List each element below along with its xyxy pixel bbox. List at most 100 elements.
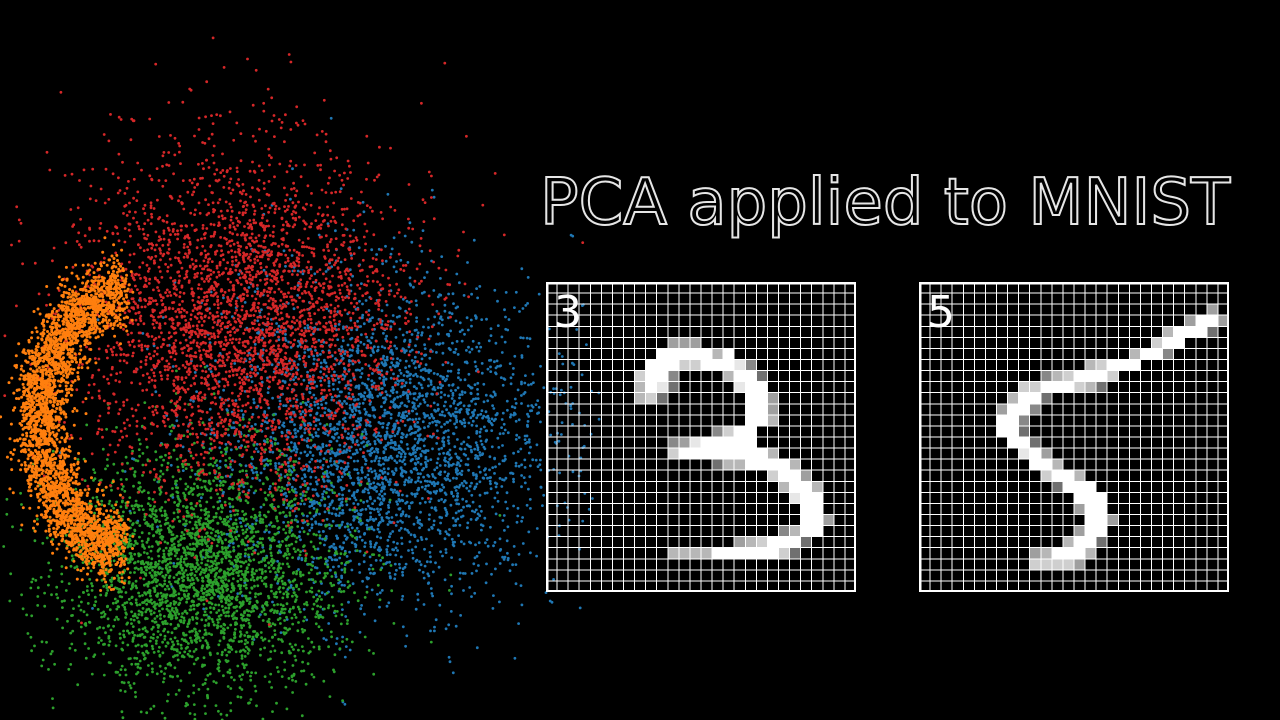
pixel-cell <box>667 359 679 371</box>
pixel-cell <box>800 481 812 493</box>
pixel-cell <box>1184 315 1196 327</box>
pixel-cell <box>678 448 690 460</box>
pixel-cell <box>1085 525 1097 537</box>
pixel-cell <box>1074 481 1086 493</box>
pixel-cell <box>667 448 679 460</box>
pixel-cell <box>778 536 790 548</box>
pixel-cell <box>1096 370 1108 382</box>
pixel-cell <box>634 370 646 382</box>
pixel-cell <box>1107 359 1119 371</box>
pixel-cell <box>1007 392 1019 404</box>
pixel-cell <box>712 348 724 360</box>
pixel-cell <box>689 547 701 559</box>
pixel-cell <box>656 370 668 382</box>
pixel-cell <box>811 481 823 493</box>
pixel-cell <box>1096 359 1108 371</box>
pixel-cell <box>1051 558 1063 570</box>
pixel-cell <box>1096 514 1108 526</box>
pixel-cell <box>667 381 679 393</box>
pixel-cell <box>811 503 823 515</box>
pixel-cell <box>778 525 790 537</box>
pixel-cell <box>689 448 701 460</box>
pixel-cell <box>1051 481 1063 493</box>
pixel-cell <box>1051 470 1063 482</box>
pixel-cell <box>789 481 801 493</box>
pixel-cell <box>734 437 746 449</box>
pixel-cell <box>1018 392 1030 404</box>
pixel-cell <box>656 348 668 360</box>
pixel-cell <box>756 381 768 393</box>
pixel-cell <box>634 381 646 393</box>
pixel-cell <box>1173 326 1185 338</box>
pixel-cell <box>1040 370 1052 382</box>
pixel-cell <box>656 381 668 393</box>
pixel-cell <box>678 348 690 360</box>
pixel-cell <box>1018 425 1030 437</box>
pixel-cell <box>767 414 779 426</box>
pixel-cell <box>1040 448 1052 460</box>
pixel-cell <box>1029 547 1041 559</box>
pixel-cell <box>789 525 801 537</box>
pixel-cell <box>1074 381 1086 393</box>
pixel-cell <box>778 481 790 493</box>
pixel-cell <box>1195 315 1207 327</box>
pixel-cell <box>734 359 746 371</box>
pixel-cell <box>1085 492 1097 504</box>
pixel-cell <box>678 437 690 449</box>
pixel-cell <box>811 514 823 526</box>
pixel-cell <box>634 392 646 404</box>
pixel-cell <box>1007 403 1019 415</box>
pixel-cell <box>1096 536 1108 548</box>
pixel-cell <box>778 547 790 559</box>
pixel-cell <box>1129 348 1141 360</box>
pixel-cell <box>1051 370 1063 382</box>
pixel-cell <box>996 425 1008 437</box>
pixel-cell <box>1007 425 1019 437</box>
pixel-cell <box>778 459 790 471</box>
pixel-cell <box>800 492 812 504</box>
pixel-cell <box>1074 525 1086 537</box>
pixel-cell <box>745 536 757 548</box>
pixel-cell <box>1062 536 1074 548</box>
pixel-cell <box>1118 359 1130 371</box>
pixel-cell <box>1040 547 1052 559</box>
pixel-cell <box>723 547 735 559</box>
pixel-cell <box>800 525 812 537</box>
pixel-cell <box>1085 536 1097 548</box>
pixel-cell <box>1029 381 1041 393</box>
pixel-cell <box>756 370 768 382</box>
pixel-cell <box>1151 348 1163 360</box>
pixel-cell <box>1140 348 1152 360</box>
pixel-cell <box>734 459 746 471</box>
pixel-cell <box>745 425 757 437</box>
pixel-cell <box>1074 370 1086 382</box>
pixel-cell <box>767 547 779 559</box>
pixel-cell <box>645 359 657 371</box>
pixel-cell <box>767 448 779 460</box>
pixel-cell <box>745 359 757 371</box>
pixel-cell <box>1173 337 1185 349</box>
pixel-cell <box>1107 514 1119 526</box>
pixel-cell <box>1085 514 1097 526</box>
pixel-cell <box>1029 403 1041 415</box>
pixel-cell <box>756 414 768 426</box>
pixel-cell <box>667 348 679 360</box>
pixel-cell <box>645 370 657 382</box>
pixel-cell <box>1195 326 1207 338</box>
pixel-cell <box>1096 381 1108 393</box>
page-title: PCA applied to MNIST <box>539 165 1231 241</box>
pixel-cell <box>1217 315 1229 327</box>
pixel-cell <box>1040 558 1052 570</box>
pixel-cell <box>996 403 1008 415</box>
pixel-cell <box>723 459 735 471</box>
pixel-cell <box>800 514 812 526</box>
pixel-cell <box>1062 381 1074 393</box>
pixel-cell <box>756 392 768 404</box>
pixel-cell <box>767 403 779 415</box>
pixel-cell <box>734 425 746 437</box>
digit-label-3: 3 <box>554 287 582 338</box>
pixel-cell <box>1162 337 1174 349</box>
pixel-cell <box>1007 414 1019 426</box>
pixel-cell <box>1096 492 1108 504</box>
pixel-cell <box>745 392 757 404</box>
